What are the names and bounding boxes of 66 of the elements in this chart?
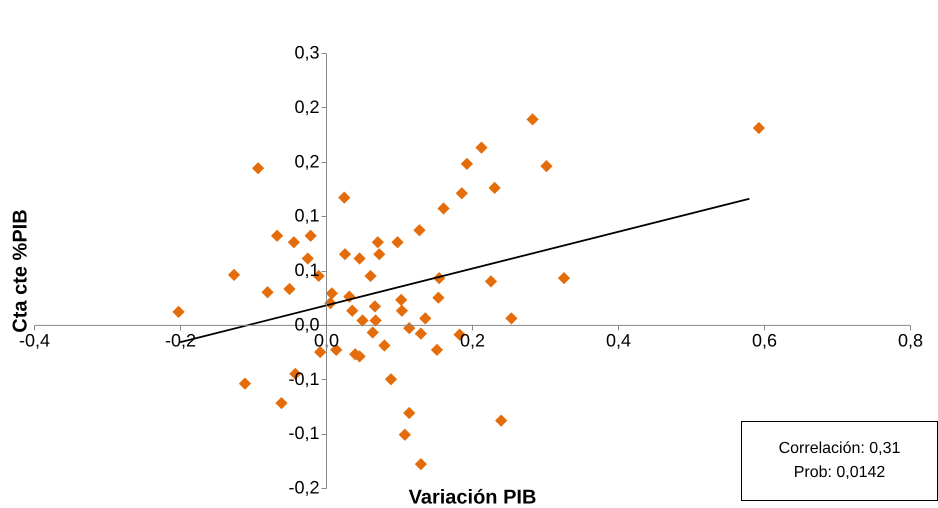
x-tick-label: 0,8 xyxy=(898,330,924,350)
point xyxy=(558,272,570,284)
point xyxy=(326,287,338,300)
y-tick-label: -0,1 xyxy=(288,423,320,444)
point xyxy=(414,327,428,340)
point xyxy=(270,230,284,242)
point xyxy=(304,230,317,242)
point xyxy=(414,458,428,470)
y-tick-label: 0,2 xyxy=(294,151,320,172)
point xyxy=(283,282,296,296)
point xyxy=(364,270,377,282)
x-tick-label: 0,2 xyxy=(460,330,486,350)
point xyxy=(432,292,445,304)
y-axis-title: Cta cte %PIB xyxy=(10,209,32,333)
point xyxy=(275,397,288,410)
y-tick-label: 0,1 xyxy=(294,206,320,226)
point xyxy=(368,300,382,313)
point xyxy=(366,326,379,339)
point xyxy=(419,312,432,324)
point xyxy=(391,236,404,248)
point xyxy=(752,122,766,134)
point xyxy=(495,414,508,427)
annotation: Prob: 0,0142 xyxy=(794,463,886,483)
y-tick-label: 0,3 xyxy=(294,42,320,62)
y-tick-label: 0,2 xyxy=(294,96,320,117)
point xyxy=(252,162,264,174)
point xyxy=(395,294,408,306)
text-box: Correlación: 0,31 Prob: 0,0142 xyxy=(741,421,938,501)
point xyxy=(353,252,366,265)
point xyxy=(172,306,185,318)
x-tick-label: -0,2 xyxy=(164,330,196,350)
y-tick-label: 0,1 xyxy=(294,260,320,280)
point xyxy=(456,187,468,200)
point xyxy=(261,286,274,298)
point xyxy=(398,428,411,441)
x-tick-label: 0,4 xyxy=(606,330,632,350)
point xyxy=(288,236,300,248)
point xyxy=(460,158,474,170)
point xyxy=(338,248,352,260)
point xyxy=(228,268,240,281)
point xyxy=(437,202,450,215)
y-tick-label: -0,2 xyxy=(288,478,320,498)
x-axis-title: Variación PIB xyxy=(408,486,536,508)
point xyxy=(346,304,358,317)
point xyxy=(403,406,416,420)
point xyxy=(505,312,518,324)
point xyxy=(403,322,416,334)
point xyxy=(373,248,386,260)
point xyxy=(338,192,350,204)
point xyxy=(526,113,539,126)
point xyxy=(430,344,444,356)
annotation: Correlación: 0,31 xyxy=(778,439,900,459)
point xyxy=(396,304,408,317)
point xyxy=(356,314,369,327)
point xyxy=(413,224,426,236)
point xyxy=(475,141,488,154)
point xyxy=(384,373,398,386)
point xyxy=(488,182,501,194)
point xyxy=(484,275,498,288)
x-tick-label: 0,6 xyxy=(752,330,778,350)
point xyxy=(540,160,553,172)
point xyxy=(372,236,384,248)
point xyxy=(378,339,391,352)
point xyxy=(370,314,382,327)
point xyxy=(238,377,252,390)
y-tick-label: -0,1 xyxy=(288,368,320,389)
